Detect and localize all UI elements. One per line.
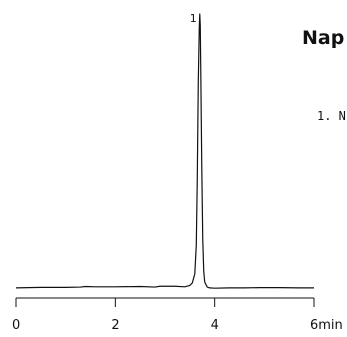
x-axis: 0 2 4 6min (12, 297, 343, 333)
legend-entry: 1. N (317, 109, 346, 123)
series-group (15, 13, 314, 289)
annotation-group: 1 (190, 12, 197, 25)
chromatogram-trace (15, 13, 314, 289)
x-tick-label: 2 (111, 318, 119, 333)
x-tick-label: 0 (12, 318, 20, 333)
chart-title: Nap (302, 27, 344, 49)
x-tick-label: 4 (211, 318, 219, 333)
x-tick-label: 6min (310, 318, 343, 333)
peak-label: 1 (190, 12, 197, 25)
